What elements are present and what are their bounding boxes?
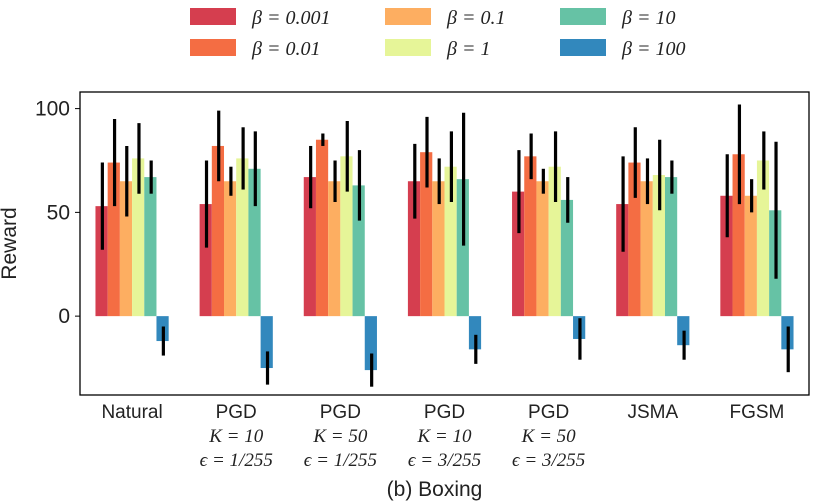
- legend: β = 0.001 β = 0.01 β = 0.1 β = 1 β = 10 β = 1…: [190, 7, 685, 60]
- x-tick-label: PGD: [216, 402, 257, 423]
- legend-swatch: [385, 39, 431, 56]
- x-tick-label: PGD: [424, 402, 465, 423]
- bar: [340, 156, 353, 317]
- bar: [119, 181, 133, 317]
- bar: [260, 316, 273, 369]
- plot-frame: [79, 91, 810, 396]
- bar: [720, 195, 733, 317]
- legend-label: β = 0.1: [446, 7, 505, 29]
- bar: [560, 199, 574, 317]
- bar: [315, 139, 329, 317]
- x-tick-label: JSMA: [627, 402, 678, 423]
- bar: [236, 158, 249, 317]
- bars: [95, 139, 794, 371]
- bar: [144, 177, 157, 317]
- legend-swatch: [385, 8, 431, 25]
- bar: [211, 145, 225, 317]
- x-tick-sublabel-k: K = 50: [312, 426, 367, 447]
- bar: [756, 160, 770, 317]
- bar: [444, 166, 457, 317]
- bar: [628, 162, 641, 317]
- bar: [132, 158, 145, 317]
- legend-label: β = 10: [621, 7, 675, 29]
- chart-caption: (b) Boxing: [387, 478, 483, 501]
- bar: [744, 195, 757, 317]
- bar: [536, 181, 549, 317]
- bar: [456, 179, 469, 317]
- x-axis-labels: Natural PGD K = 10 ϵ = 1/255 PGD K = 50 ϵ = 1/…: [101, 402, 784, 471]
- x-tick-label: PGD: [320, 402, 361, 423]
- x-tick-sublabel-epsilon: ϵ = 3/255: [512, 450, 585, 471]
- bar: [664, 177, 678, 317]
- bar: [677, 316, 690, 346]
- bar: [468, 316, 482, 350]
- bar: [224, 181, 237, 317]
- legend-label: β = 100: [621, 38, 685, 60]
- y-axis: 0 50 100: [35, 98, 80, 328]
- legend-swatch: [190, 39, 236, 56]
- legend-label: β = 0.01: [251, 38, 320, 60]
- x-tick-sublabel-epsilon: ϵ = 1/255: [304, 450, 377, 471]
- bar: [432, 181, 445, 317]
- bar: [303, 177, 316, 317]
- bar: [548, 166, 561, 317]
- bar: [248, 168, 261, 317]
- bar: [107, 162, 120, 317]
- legend-label: β = 1: [446, 38, 490, 60]
- y-tick-label: 100: [35, 98, 70, 121]
- bar: [732, 154, 745, 317]
- bar: [640, 181, 653, 317]
- error-bars: [100, 104, 790, 387]
- x-tick-label: Natural: [101, 402, 162, 423]
- legend-swatch: [190, 8, 236, 25]
- bar: [352, 185, 365, 317]
- x-tick-label: FGSM: [729, 402, 784, 423]
- bar: [199, 204, 212, 317]
- x-tick-sublabel-epsilon: ϵ = 1/255: [200, 450, 273, 471]
- x-tick-sublabel-k: K = 10: [208, 426, 263, 447]
- legend-swatch: [560, 39, 606, 56]
- bar: [616, 204, 629, 317]
- bar: [364, 316, 377, 371]
- x-tick-sublabel-k: K = 10: [417, 426, 472, 447]
- bar: [524, 156, 537, 317]
- x-tick-label: PGD: [528, 402, 569, 423]
- y-tick-label: 50: [47, 201, 70, 224]
- bar: [407, 181, 421, 317]
- legend-label: β = 0.001: [251, 7, 330, 29]
- bar: [512, 191, 525, 317]
- y-tick-label: 0: [58, 305, 70, 328]
- y-axis-label: Reward: [0, 207, 21, 279]
- bar: [328, 181, 341, 317]
- bar: [420, 152, 433, 317]
- legend-swatch: [560, 8, 606, 25]
- x-tick-sublabel-k: K = 50: [521, 426, 576, 447]
- bar: [95, 206, 108, 317]
- bar: [652, 175, 665, 317]
- x-tick-sublabel-epsilon: ϵ = 3/255: [408, 450, 481, 471]
